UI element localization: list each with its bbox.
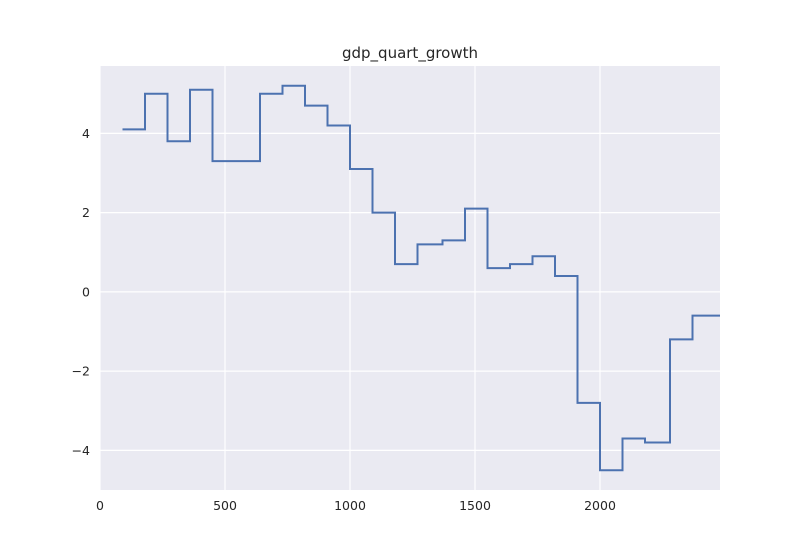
chart-title: gdp_quart_growth	[342, 44, 478, 63]
x-tick-labels: 0 500 1000 1500 2000	[96, 498, 616, 513]
y-tick-labels: −4 −2 0 2 4	[72, 126, 90, 458]
y-tick-label: −4	[72, 443, 90, 458]
x-tick-label: 1500	[459, 498, 491, 513]
x-tick-label: 1000	[334, 498, 366, 513]
series-line	[122, 84, 720, 472]
y-tick-label: 2	[82, 205, 90, 220]
y-tick-label: 0	[82, 284, 90, 299]
y-tick-label: 4	[82, 126, 90, 141]
series-layer	[122, 84, 720, 472]
plot-background	[100, 66, 720, 490]
x-tick-label: 500	[213, 498, 237, 513]
x-tick-label: 0	[96, 498, 104, 513]
x-tick-label: 2000	[584, 498, 616, 513]
y-tick-label: −2	[72, 364, 90, 379]
